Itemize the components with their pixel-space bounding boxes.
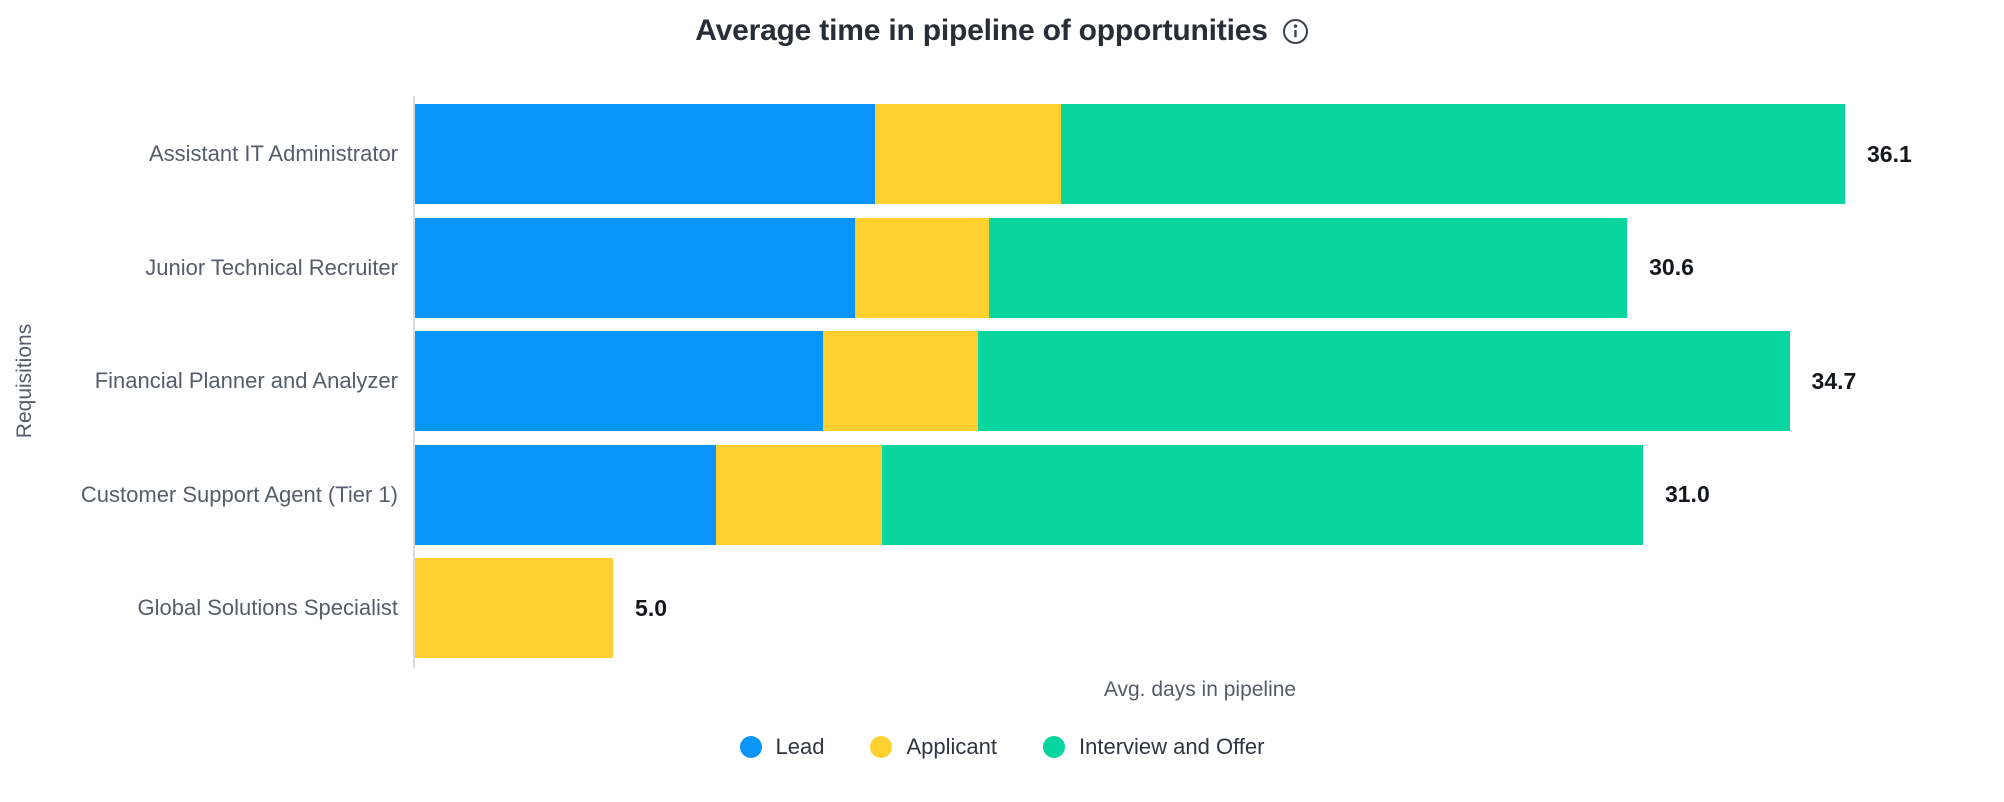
- bar-segment-applicant[interactable]: [874, 104, 1061, 204]
- legend-label: Interview and Offer: [1079, 734, 1265, 759]
- table-row: Junior Technical Recruiter 30.6: [0, 217, 2004, 318]
- bar-segment-applicant[interactable]: [854, 217, 990, 318]
- info-icon[interactable]: [1282, 18, 1309, 45]
- table-row: Financial Planner and Analyzer 34.7: [0, 331, 2004, 431]
- bar-segment-applicant[interactable]: [716, 444, 883, 545]
- x-axis-title: Avg. days in pipeline: [1103, 678, 1297, 701]
- table-row: Customer Support Agent (Tier 1) 31.0: [0, 444, 2004, 545]
- category-label: Junior Technical Recruiter: [145, 254, 398, 280]
- legend-item-interview-and-offer[interactable]: Interview and Offer: [1043, 734, 1264, 760]
- bar-segment-interview-and-offer[interactable]: [989, 217, 1628, 318]
- legend-label: Applicant: [906, 734, 997, 759]
- bar-segment-interview-and-offer[interactable]: [1060, 104, 1845, 204]
- bar-segment-lead[interactable]: [415, 217, 855, 318]
- chart-header: Average time in pipeline of opportunitie…: [0, 14, 2004, 48]
- stacked-bar: [415, 104, 1845, 204]
- bar-segment-interview-and-offer[interactable]: [882, 444, 1644, 545]
- bar-value-label: 36.1: [1867, 140, 1912, 167]
- category-label: Customer Support Agent (Tier 1): [80, 481, 398, 507]
- bar-value-label: 5.0: [635, 594, 668, 621]
- legend-label: Lead: [775, 734, 825, 759]
- legend-dot-icon: [1043, 736, 1065, 758]
- stacked-bar: [415, 558, 614, 658]
- legend-item-applicant[interactable]: Applicant: [870, 734, 997, 760]
- bar-segment-lead[interactable]: [415, 331, 823, 431]
- stacked-bar: [415, 217, 1628, 318]
- bar-segment-lead[interactable]: [415, 444, 717, 545]
- bar-segment-lead[interactable]: [415, 104, 875, 204]
- legend: Lead Applicant Interview and Offer: [0, 734, 2004, 760]
- category-label: Global Solutions Specialist: [137, 595, 398, 620]
- bar-segment-interview-and-offer[interactable]: [977, 331, 1790, 431]
- bar-value-label: 30.6: [1649, 254, 1694, 280]
- bar-segment-applicant[interactable]: [415, 558, 614, 658]
- bar-value-label: 31.0: [1664, 481, 1710, 507]
- stacked-bar: [415, 331, 1790, 431]
- bar-segment-applicant[interactable]: [823, 331, 978, 431]
- chart-title: Average time in pipeline of opportunitie…: [695, 14, 1268, 47]
- table-row: Assistant IT Administrator 36.1: [0, 104, 2004, 204]
- legend-item-lead[interactable]: Lead: [739, 734, 825, 760]
- legend-dot-icon: [739, 736, 762, 758]
- table-row: Global Solutions Specialist 5.0: [0, 558, 2004, 658]
- category-label: Assistant IT Administrator: [148, 141, 398, 166]
- legend-dot-icon: [870, 736, 893, 758]
- category-label: Financial Planner and Analyzer: [94, 368, 398, 393]
- stacked-bar: [415, 444, 1644, 545]
- bar-value-label: 34.7: [1811, 367, 1857, 394]
- y-axis-line: [413, 96, 415, 668]
